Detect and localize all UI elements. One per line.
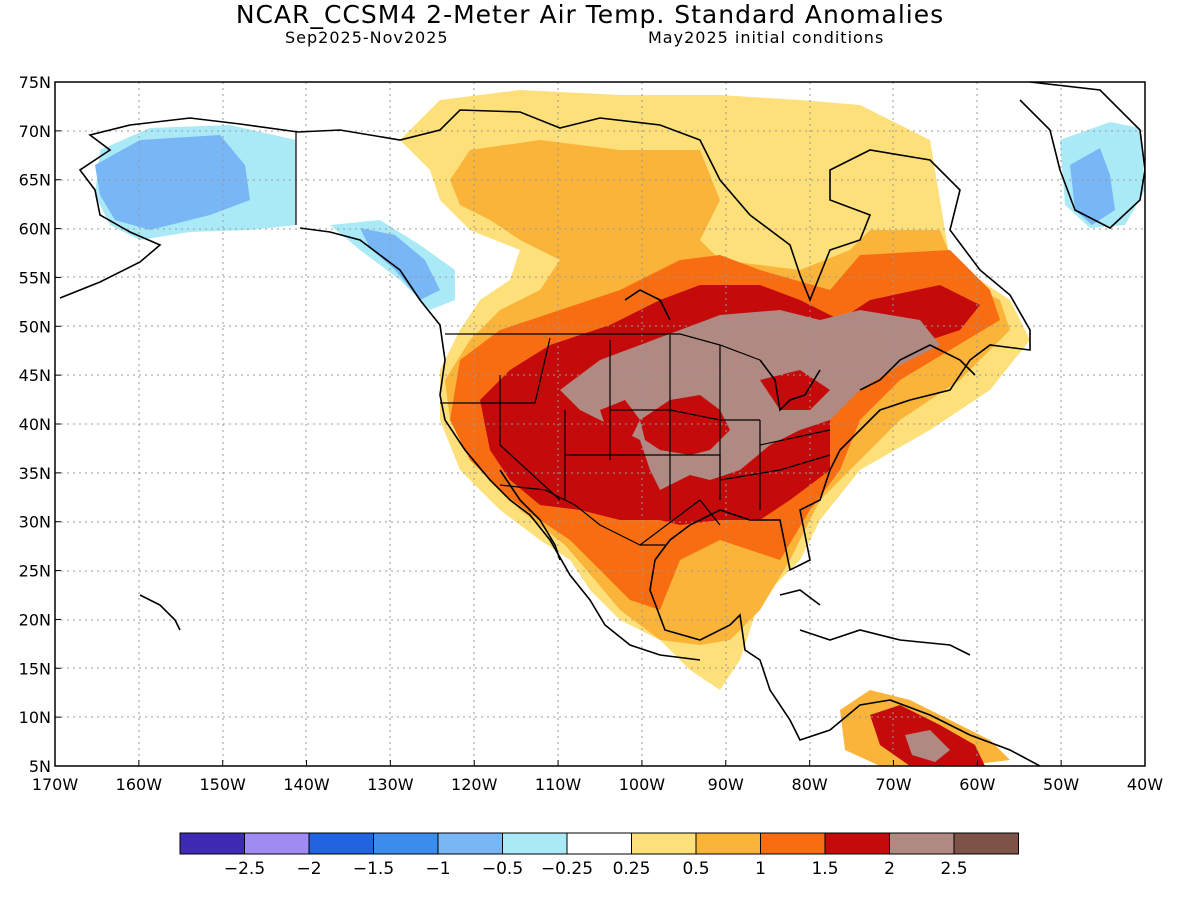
coastlines: [59, 82, 1145, 766]
alaska-anomaly-region: [95, 125, 455, 310]
colorbar-label: −0.5: [482, 859, 523, 879]
forecast-period: Sep2025-Nov2025: [285, 28, 449, 47]
colorbar-label: 2: [884, 859, 895, 879]
colorbar-swatch: [373, 832, 439, 855]
warm-anomaly-region: [400, 90, 1030, 766]
colorbar-label: −1: [425, 859, 450, 879]
lat-tick-label: 45N: [19, 366, 51, 385]
lon-tick-label: 130W: [367, 775, 414, 794]
lat-tick-label: 50N: [19, 317, 51, 336]
colorbar-swatch: [437, 832, 503, 855]
colorbar-swatch: [502, 832, 568, 855]
graticule-grid: [55, 82, 1145, 766]
lat-tick-label: 70N: [19, 122, 51, 141]
colorbar-label: −2: [296, 859, 321, 879]
lon-tick-label: 60W: [959, 775, 995, 794]
lat-tick-label: 40N: [19, 415, 51, 434]
lat-tick-label: 35N: [19, 464, 51, 483]
longitude-axis: 170W 160W 150W 140W 130W 120W 110W 100W 90W 80W 70…: [32, 760, 1163, 794]
lat-tick-label: 5N: [29, 757, 51, 776]
lon-tick-label: 160W: [116, 775, 163, 794]
lon-tick-label: 90W: [708, 775, 744, 794]
lon-tick-label: 120W: [451, 775, 498, 794]
colorbar-label: 2.5: [940, 859, 967, 879]
colorbar-swatch: [566, 832, 632, 855]
colorbar-label: 0.25: [613, 859, 651, 879]
colorbar-swatch: [953, 832, 1019, 855]
colorbar-label: 1: [755, 859, 766, 879]
colorbar-swatch: [695, 832, 761, 855]
colorbar-swatch: [631, 832, 697, 855]
colorbar-label: −1.5: [353, 859, 394, 879]
lon-tick-label: 100W: [619, 775, 666, 794]
lat-tick-label: 65N: [19, 171, 51, 190]
lat-tick-label: 75N: [19, 73, 51, 92]
lon-tick-label: 40W: [1127, 775, 1163, 794]
latitude-axis: 75N 70N 65N 60N 55N 50N 45N 40N 35N 30N 25N 20N 15N 1…: [19, 73, 61, 776]
lon-tick-label: 50W: [1043, 775, 1079, 794]
lon-tick-label: 80W: [792, 775, 828, 794]
colorbar-label: −2.5: [224, 859, 265, 879]
lat-tick-label: 20N: [19, 610, 51, 629]
map-title: NCAR_CCSM4 2-Meter Air Temp. Standard An…: [235, 0, 945, 29]
political-borders: [295, 132, 831, 546]
lat-tick-label: 25N: [19, 562, 51, 581]
lon-tick-label: 110W: [535, 775, 582, 794]
lat-tick-label: 30N: [19, 513, 51, 532]
map-area: [55, 82, 1145, 766]
initial-conditions: May2025 initial conditions: [648, 28, 885, 47]
colorbar-label: 1.5: [811, 859, 838, 879]
lat-tick-label: 55N: [19, 268, 51, 287]
colorbar-swatch: [244, 832, 310, 855]
colorbar-swatch: [308, 832, 374, 855]
colorbar-swatch: [179, 832, 245, 855]
colorbar-swatch: [889, 832, 955, 855]
colorbar-label: 0.5: [682, 859, 709, 879]
lon-tick-label: 170W: [32, 775, 79, 794]
colorbar-legend: −2.5 −2 −1.5 −1 −0.5 −0.25 0.25 0.5 1 1.5 2 2.5: [179, 832, 1019, 879]
lat-tick-label: 60N: [19, 220, 51, 239]
lon-tick-label: 150W: [200, 775, 247, 794]
greenland-anomaly-region: [1060, 122, 1145, 228]
lat-tick-label: 10N: [19, 708, 51, 727]
lon-tick-label: 140W: [283, 775, 330, 794]
colorbar-swatch: [824, 832, 890, 855]
colorbar-label: −0.25: [541, 859, 593, 879]
colorbar-swatch: [760, 832, 826, 855]
lon-tick-label: 70W: [875, 775, 911, 794]
lat-tick-label: 15N: [19, 659, 51, 678]
